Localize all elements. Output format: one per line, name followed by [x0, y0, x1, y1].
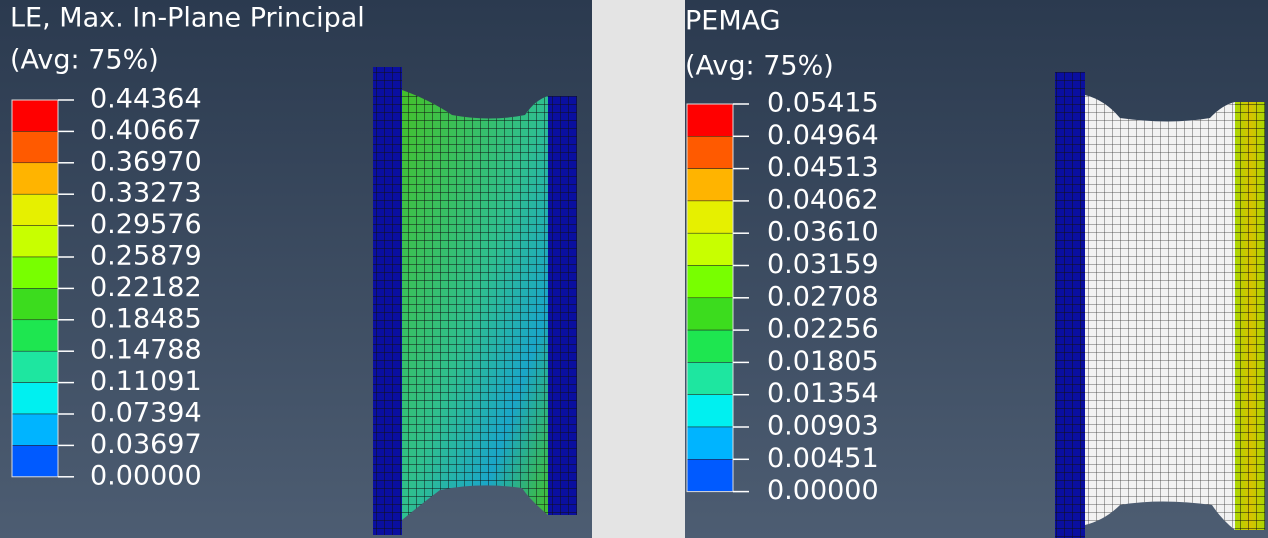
- legend-label: 0.44364: [90, 84, 202, 115]
- legend-label: 0.25879: [90, 241, 202, 272]
- legend-swatch: [686, 265, 734, 299]
- legend-label: 0.02256: [767, 314, 879, 345]
- legend-swatch: [11, 193, 59, 226]
- legend-swatch: [686, 426, 734, 460]
- legend-swatch: [686, 459, 734, 492]
- legend-swatch: [686, 200, 734, 234]
- legend-label: 0.00000: [767, 475, 879, 506]
- legend-swatch: [11, 99, 59, 132]
- plot-subtitle: (Avg: 75%): [685, 51, 834, 82]
- legend-swatch: [686, 136, 734, 169]
- legend-swatch: [686, 103, 734, 137]
- legend-swatch: [686, 168, 734, 202]
- legend-label: 0.11091: [90, 366, 202, 397]
- plot-title: LE, Max. In-Plane Principal: [10, 3, 365, 34]
- legend-label: 0.03697: [90, 429, 202, 460]
- legend-swatch: [686, 362, 734, 395]
- legend-label: 0.33273: [90, 178, 202, 209]
- legend-label: 0.02708: [767, 281, 879, 312]
- legend-swatch: [11, 350, 59, 383]
- legend-label: 0.22182: [90, 272, 202, 303]
- legends: LE, Max. In-Plane Principal (Avg: 75%) P…: [10, 3, 879, 507]
- plot-subtitle: (Avg: 75%): [10, 45, 159, 76]
- legend-swatch: [11, 256, 59, 289]
- legend-swatch: [11, 131, 59, 164]
- legend-label: 0.00903: [767, 411, 879, 442]
- legend-swatch: [11, 445, 59, 478]
- legend-swatch: [11, 382, 59, 415]
- legend-label: 0.00000: [90, 460, 202, 491]
- model-right: [1055, 72, 1265, 538]
- legend-swatch: [11, 162, 59, 195]
- legend-label: 0.40667: [90, 115, 202, 146]
- legend-swatch: [686, 232, 734, 266]
- legend-swatch: [11, 319, 59, 352]
- legend-label: 0.04513: [767, 152, 879, 183]
- legend-swatch: [686, 297, 734, 331]
- legend-swatch: [11, 288, 59, 321]
- legend-label: 0.01354: [767, 378, 879, 409]
- legend-label: 0.04062: [767, 184, 879, 215]
- legend-label: 0.01805: [767, 346, 879, 377]
- legend-label: 0.14788: [90, 335, 202, 366]
- legend-swatch: [11, 225, 59, 258]
- legend-label: 0.05415: [767, 88, 879, 119]
- legend-label: 0.36970: [90, 146, 202, 177]
- legend-swatch: [11, 413, 59, 446]
- legend-label: 0.29576: [90, 209, 202, 240]
- legend-label: 0.00451: [767, 443, 879, 474]
- model-left: [373, 67, 577, 535]
- legend-swatch: [686, 329, 734, 363]
- legend-swatch: [686, 394, 734, 428]
- legend-label: 0.04964: [767, 120, 879, 151]
- legend-label: 0.07394: [90, 398, 202, 429]
- legend-label: 0.18485: [90, 303, 202, 334]
- legend-label: 0.03610: [767, 217, 879, 248]
- legend-label: 0.03159: [767, 249, 879, 280]
- plot-title: PEMAG: [685, 6, 781, 37]
